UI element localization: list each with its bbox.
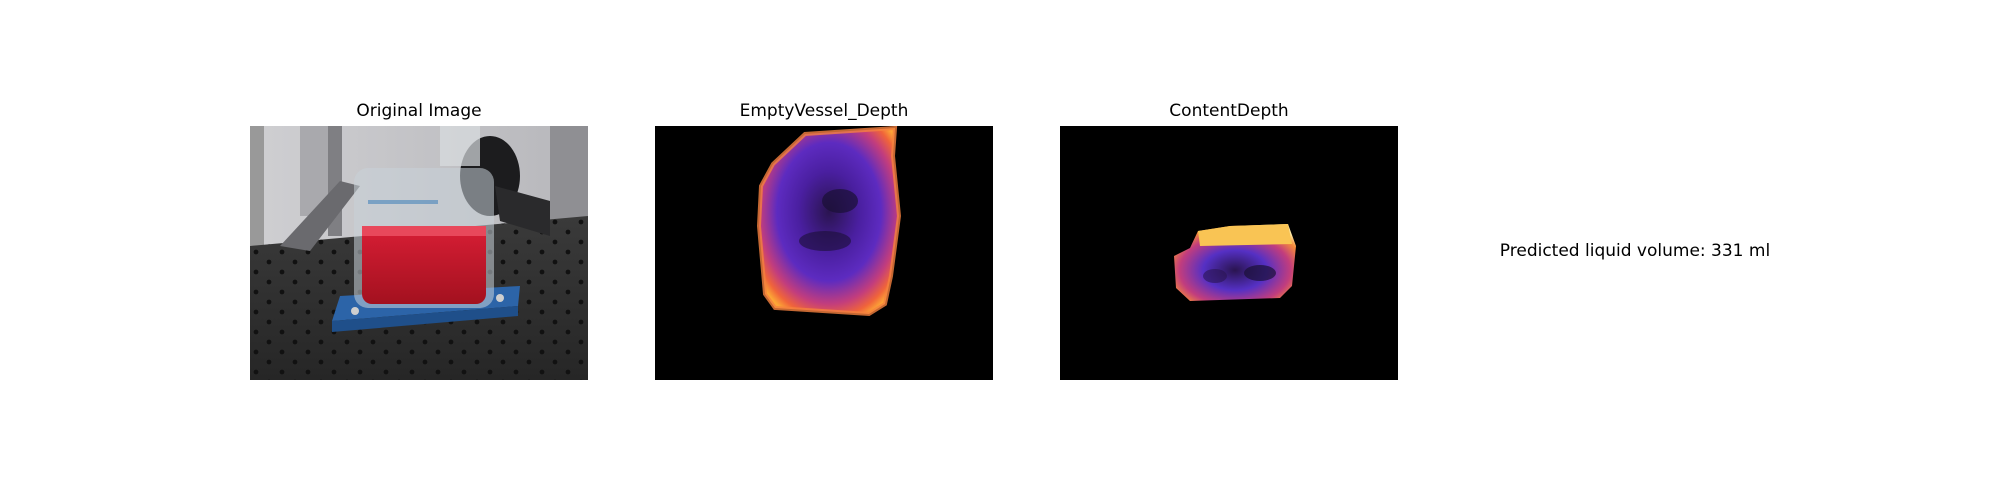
content-depth-map (1060, 126, 1398, 380)
original-image (250, 126, 588, 380)
predicted-volume-text: Predicted liquid volume: 331 ml (1499, 241, 1771, 261)
empty-vessel-depth-map (655, 126, 993, 380)
original-image-title: Original Image (356, 101, 482, 121)
empty-vessel-depth-title: EmptyVessel_Depth (739, 101, 909, 121)
content-depth-title: ContentDepth (1169, 101, 1289, 121)
